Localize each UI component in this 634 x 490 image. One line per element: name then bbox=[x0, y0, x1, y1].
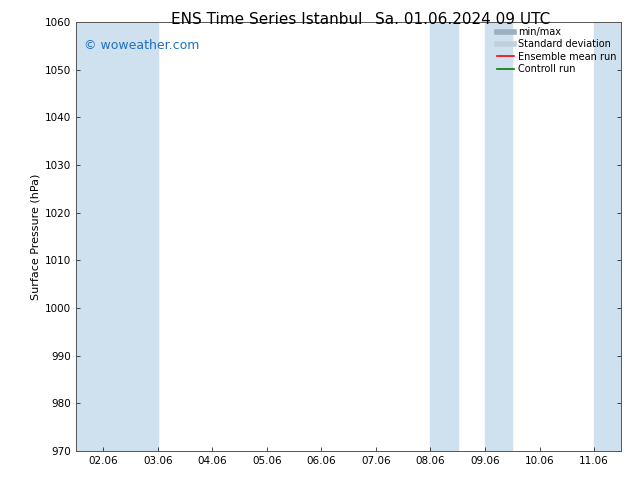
Text: © woweather.com: © woweather.com bbox=[84, 39, 200, 52]
Bar bbox=[594, 22, 621, 451]
Bar bbox=[485, 22, 512, 451]
Bar bbox=[430, 22, 458, 451]
Y-axis label: Surface Pressure (hPa): Surface Pressure (hPa) bbox=[31, 173, 41, 299]
Text: ENS Time Series Istanbul: ENS Time Series Istanbul bbox=[171, 12, 362, 27]
Bar bbox=[76, 22, 158, 451]
Legend: min/max, Standard deviation, Ensemble mean run, Controll run: min/max, Standard deviation, Ensemble me… bbox=[495, 25, 618, 76]
Text: Sa. 01.06.2024 09 UTC: Sa. 01.06.2024 09 UTC bbox=[375, 12, 550, 27]
